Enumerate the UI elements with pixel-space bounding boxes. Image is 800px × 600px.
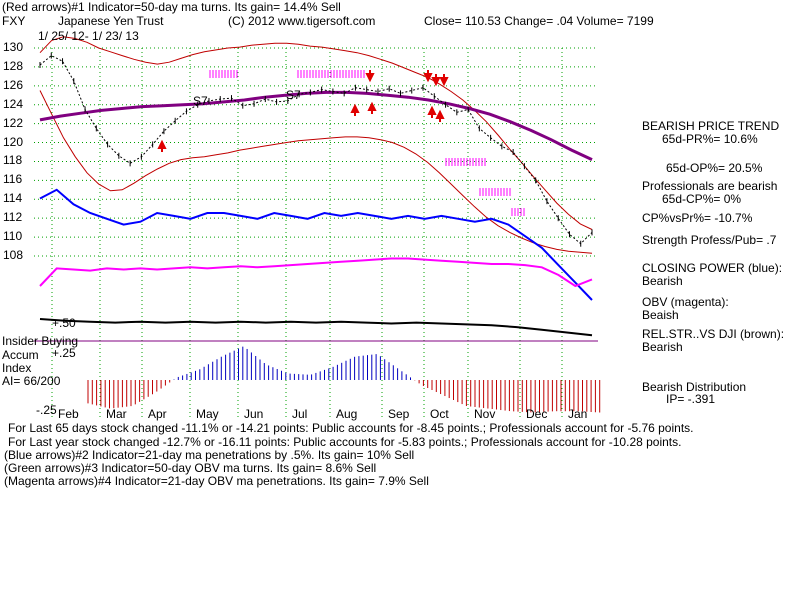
month-label: Aug: [336, 407, 358, 421]
trend-title: BEARISH PRICE TREND: [642, 119, 780, 133]
month-label: Feb: [58, 407, 79, 421]
series-group: [34, 36, 598, 342]
signal-s7-2: S7: [286, 88, 301, 102]
red-arrow-down: [365, 70, 375, 83]
red-arrow-up: [435, 109, 445, 122]
footer-line-year: For Last year stock changed -12.7% or -1…: [8, 435, 682, 449]
closing-power-label: CLOSING POWER (blue):: [642, 261, 783, 275]
strength-ratio: Strength Profess/Pub= .7: [642, 233, 777, 247]
accum-bars: [87, 346, 601, 413]
upper-band-line: [39, 36, 593, 230]
month-label: Jul: [292, 407, 308, 421]
y-tick-label: 128: [3, 58, 24, 73]
price-line: [39, 55, 593, 245]
y-tick-label: 110: [3, 229, 23, 244]
pros-status: Professionals are bearish: [642, 179, 778, 193]
relstr-line: [39, 318, 593, 337]
relstr-value: Bearish: [642, 340, 683, 354]
relstr-label: REL.STR..VS DJI (brown):: [642, 327, 785, 341]
y-tick-label: 126: [3, 77, 24, 92]
month-label: Mar: [106, 407, 127, 421]
y-tick-label: 130: [3, 40, 24, 54]
quote-line: Close= 110.53 Change= .04 Volume= 7199: [424, 14, 654, 28]
red-arrow-down: [423, 70, 433, 83]
index-label: Index: [2, 361, 32, 375]
security-name: Japanese Yen Trust: [58, 14, 164, 28]
month-label: Apr: [148, 407, 167, 421]
signal-arrows: [157, 70, 525, 216]
month-label: Jun: [244, 407, 264, 421]
accum-label: Accum: [2, 348, 39, 362]
distribution-label: Bearish Distribution: [642, 380, 747, 394]
red-arrow-down: [431, 74, 441, 87]
op-value: 65d-OP%= 20.5%: [666, 161, 763, 175]
y-tick-label: 118: [3, 153, 23, 168]
cp-vs-pr: CP%vsPr%= -10.7%: [642, 211, 753, 225]
date-range: 1/ 25/ 12- 1/ 23/ 13: [38, 29, 139, 43]
month-label: Oct: [430, 407, 449, 421]
cp-value: 65d-CP%= 0%: [662, 192, 742, 206]
month-label: Sep: [388, 407, 410, 421]
month-grid: [51, 48, 563, 418]
month-label: May: [196, 407, 219, 421]
red-arrow-up: [367, 101, 377, 114]
footer-line-65d: For Last 65 days stock changed -11.1% or…: [8, 421, 694, 435]
indicator-1-line: (Red arrows)#1 Indicator=50-day ma turns…: [2, 0, 341, 14]
month-label: Jan: [568, 407, 588, 421]
red-arrow-up: [350, 103, 360, 116]
closing-power-line: [39, 188, 593, 301]
footer-magenta-arrows: (Magenta arrows)#4 Indicator=21-day OBV …: [4, 474, 429, 488]
lower-band-line: [39, 90, 593, 254]
signal-s7-1: S7: [193, 94, 208, 108]
ip-value: IP= -.391: [666, 392, 716, 406]
ai-label: AI= 66/200: [2, 374, 61, 388]
y-tick-label: 112: [3, 210, 23, 225]
obv-line: [39, 257, 593, 288]
y-tick-label: 122: [3, 115, 24, 130]
copyright: (C) 2012 www.tigersoft.com: [228, 14, 376, 28]
y-tick-label: 108: [3, 248, 24, 262]
insider-buying-label: Insider Buying: [2, 334, 79, 348]
obv-value: Beaish: [642, 308, 679, 322]
y-tick-label: 116: [3, 172, 23, 187]
red-arrow-down: [439, 74, 449, 87]
closing-power-value: Bearish: [642, 274, 683, 288]
y-tick-label: 120: [3, 134, 24, 149]
footer-blue-arrows: (Blue arrows)#2 Indicator=21-day ma pene…: [4, 448, 415, 462]
ma50-line: [39, 90, 593, 161]
red-arrow-up: [427, 105, 437, 118]
obv-label: OBV (magenta):: [642, 295, 729, 309]
month-label: Nov: [474, 407, 496, 421]
red-arrow-up: [157, 139, 167, 152]
y-tick-label: 114: [3, 191, 23, 206]
month-label: Dec: [526, 407, 548, 421]
plus25-label: +.25: [52, 346, 76, 360]
footer-green-arrows: (Green arrows)#3 Indicator=50-day OBV ma…: [4, 461, 377, 475]
minus25-label: -.25: [36, 403, 57, 417]
pr-value: 65d-PR%= 10.6%: [662, 132, 758, 146]
plus50-label: +.50: [52, 316, 76, 330]
y-tick-label: 124: [3, 96, 24, 111]
ticker: FXY: [2, 14, 26, 28]
